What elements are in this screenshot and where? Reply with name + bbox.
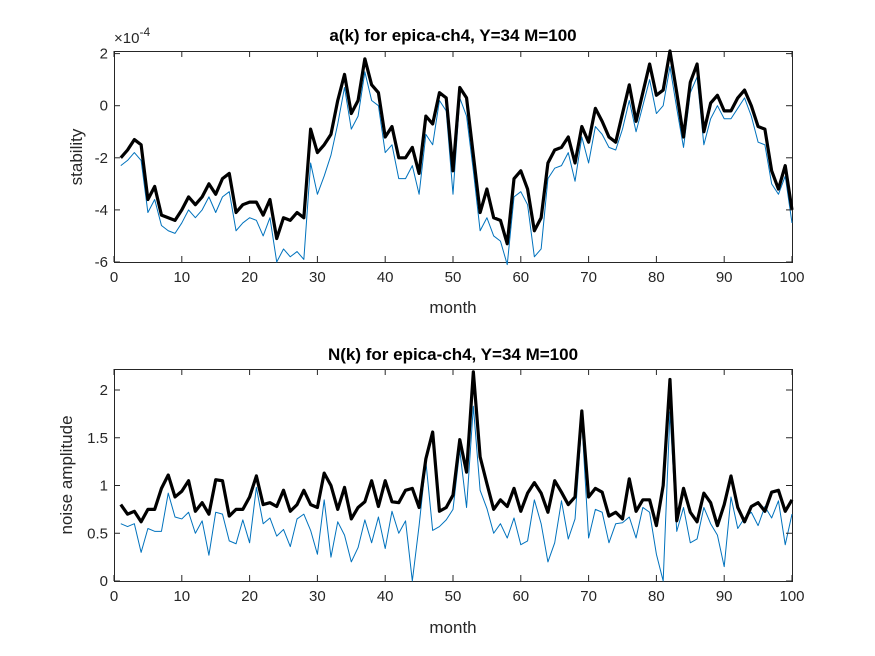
- stability-x-tick-label: 70: [580, 269, 597, 286]
- stability-axes: 0 10 20 30 40 50 60 70 80 90 100 -6 -4 -2 0 2 a(k) for …: [67, 25, 805, 317]
- stability-y-axis-label: stability: [67, 128, 86, 185]
- noise-x-tick-label: 0: [110, 588, 118, 605]
- noise-x-tick-label: 60: [512, 588, 529, 605]
- stability-y-tick-label: 2: [100, 46, 108, 63]
- stability-tick-layer: 0 10 20 30 40 50 60 70 80 90 100 -6 -4 -2 0 2: [95, 46, 805, 286]
- noise-x-tick-label: 30: [309, 588, 326, 605]
- noise-x-tick-label: 40: [377, 588, 394, 605]
- noise-x-tick-label: 100: [779, 588, 804, 605]
- stability-y-tick-label: -2: [95, 150, 108, 167]
- noise-y-axis-label: noise amplitude: [57, 415, 76, 534]
- stability-x-tick-label: 60: [512, 269, 529, 286]
- noise-x-tick-label: 70: [580, 588, 597, 605]
- stability-x-tick-label: 10: [173, 269, 190, 286]
- stability-x-tick-label: 80: [648, 269, 665, 286]
- stability-x-tick-label: 20: [241, 269, 258, 286]
- noise-y-tick-label: 0: [100, 573, 108, 590]
- stability-exponent-label: ×10-4: [114, 25, 150, 47]
- stability-x-tick-label: 30: [309, 269, 326, 286]
- noise-x-tick-label: 90: [716, 588, 733, 605]
- stability-x-axis-label: month: [429, 298, 476, 317]
- noise-y-tick-label: 1.5: [87, 430, 108, 447]
- noise-y-tick-label: 0.5: [87, 525, 108, 542]
- stability-x-tick-label: 90: [716, 269, 733, 286]
- stability-series-layer: [119, 49, 794, 266]
- stability-x-tick-label: 40: [377, 269, 394, 286]
- noise-amplitude-axes: 0 10 20 30 40 50 60 70 80 90 100 0 0.5 1 1.5 2 N(k) for…: [57, 345, 805, 637]
- stability-y-tick-label: 0: [100, 98, 108, 115]
- stability-series-thick-black-line: [119, 49, 794, 246]
- exponent-base: ×10: [114, 30, 139, 47]
- stability-x-tick-label: 50: [445, 269, 462, 286]
- stability-y-tick-label: -6: [95, 254, 108, 271]
- exponent-power: -4: [139, 25, 150, 39]
- noise-plot-area: [114, 369, 793, 582]
- noise-series-thick-black-line: [119, 370, 794, 528]
- noise-chart-title: N(k) for epica-ch4, Y=34 M=100: [328, 345, 578, 364]
- noise-tick-layer: 0 10 20 30 40 50 60 70 80 90 100 0 0.5 1 1.5 2: [87, 369, 805, 605]
- noise-x-tick-label: 20: [241, 588, 258, 605]
- svg-text:×10-4: ×10-4: [114, 25, 150, 47]
- stability-y-tick-label: -4: [95, 202, 108, 219]
- stability-x-tick-label: 0: [110, 269, 118, 286]
- noise-x-tick-label: 10: [173, 588, 190, 605]
- noise-series-layer: [119, 370, 794, 582]
- noise-x-tick-label: 50: [445, 588, 462, 605]
- stability-chart-title: a(k) for epica-ch4, Y=34 M=100: [329, 26, 576, 45]
- noise-y-tick-label: 2: [100, 382, 108, 399]
- noise-x-axis-label: month: [429, 618, 476, 637]
- noise-x-tick-label: 80: [648, 588, 665, 605]
- stability-x-tick-label: 100: [779, 269, 804, 286]
- noise-y-tick-label: 1: [100, 478, 108, 495]
